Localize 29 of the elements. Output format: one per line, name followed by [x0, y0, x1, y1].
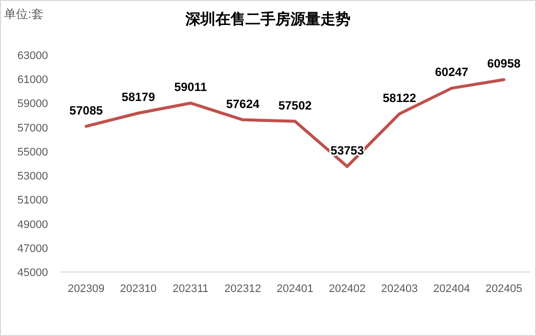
x-tick-label: 202402 — [328, 283, 366, 295]
data-label: 58179 — [122, 90, 156, 104]
y-tick-label: 47000 — [17, 242, 48, 255]
data-label: 60958 — [487, 56, 521, 71]
y-tick-label: 51000 — [17, 194, 48, 207]
data-label: 60247 — [434, 65, 469, 80]
y-tick-label: 49000 — [17, 218, 48, 231]
text: 单位:套 — [4, 7, 44, 21]
x-tick-label: 202311 — [172, 283, 208, 295]
y-tick-label: 61000 — [17, 74, 48, 86]
x-tick-label: 202312 — [224, 283, 262, 295]
y-tick-label: 63000 — [17, 50, 48, 62]
y-tick-label: 45000 — [17, 267, 48, 279]
data-label: 57502 — [278, 98, 312, 112]
x-tick-label: 202401 — [276, 283, 314, 295]
x-tick-label: 202403 — [381, 283, 418, 295]
y-tick-label: 55000 — [17, 146, 48, 158]
y-tick-label: 53000 — [17, 170, 48, 183]
data-label: 59011 — [174, 80, 208, 94]
data-label: 57085 — [69, 103, 104, 118]
x-tick-label: 202404 — [433, 283, 470, 295]
y-tick-label: 57000 — [17, 122, 48, 134]
x-tick-label: 202310 — [120, 283, 157, 295]
y-tick-label: 59000 — [17, 98, 48, 110]
data-label: 57624 — [226, 96, 260, 111]
chart-title: 深圳在售二手房源量走势 — [184, 10, 350, 28]
x-tick-label: 202405 — [486, 283, 522, 295]
x-tick-label: 202309 — [68, 283, 104, 295]
data-label: 58122 — [382, 90, 416, 105]
